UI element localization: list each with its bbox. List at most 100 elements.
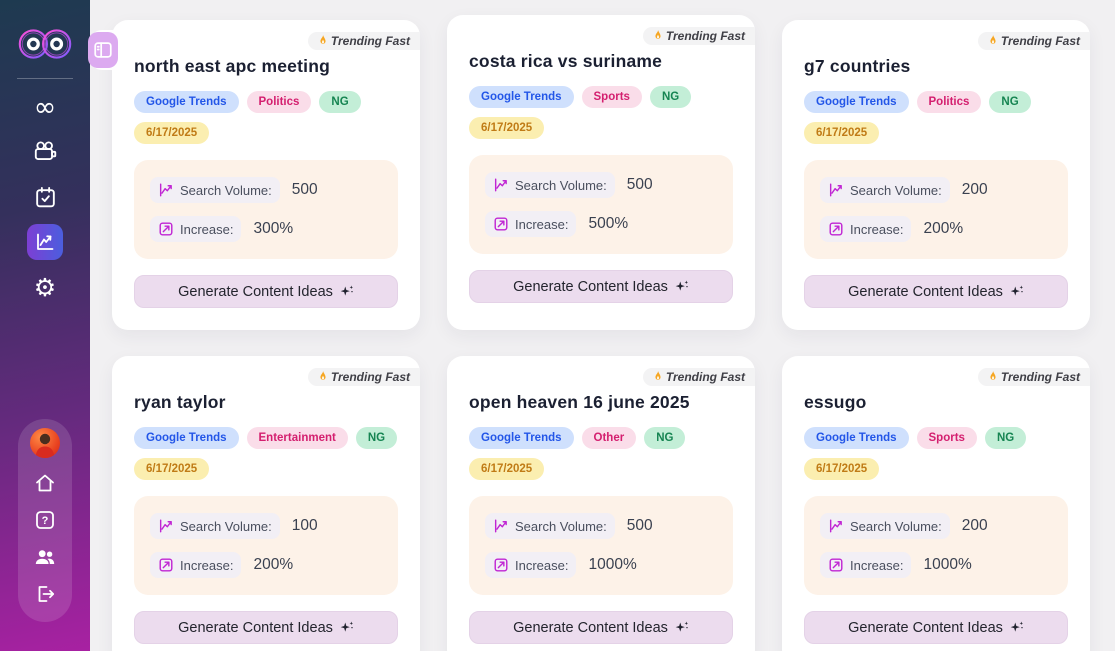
region-tag: NG xyxy=(649,86,692,108)
increase-value: 300% xyxy=(253,220,294,237)
search-volume-label: Search Volume: xyxy=(820,177,950,203)
card-title: open heaven 16 june 2025 xyxy=(469,392,690,412)
trend-card: Trending Fast open heaven 16 june 2025 G… xyxy=(447,356,755,651)
sparkle-icon xyxy=(340,285,353,296)
search-volume-label: Search Volume: xyxy=(820,513,950,539)
increase-row: Increase: 300% xyxy=(150,216,382,242)
region-tag: NG xyxy=(984,427,1027,449)
trending-badge: Trending Fast xyxy=(307,32,420,50)
trending-badge-label: Trending Fast xyxy=(1000,34,1080,48)
date-tag: 6/17/2025 xyxy=(804,122,880,144)
stats-box: Search Volume: 500 Increase: 1000% xyxy=(469,496,733,595)
trending-badge: Trending Fast xyxy=(977,32,1090,50)
calendar-check-icon xyxy=(35,186,55,207)
cards-grid: Trending Fast north east apc meeting Goo… xyxy=(112,15,1092,651)
flame-icon xyxy=(655,371,661,380)
generate-content-ideas-button[interactable]: Generate Content Ideas xyxy=(134,611,398,644)
search-volume-row: Search Volume: 100 xyxy=(150,513,382,539)
svg-text:?: ? xyxy=(42,515,49,527)
sparkle-icon xyxy=(675,280,688,291)
home-icon[interactable] xyxy=(33,471,57,495)
search-volume-label: Search Volume: xyxy=(485,513,615,539)
category-tag: Politics xyxy=(246,91,312,113)
trend-card: Trending Fast north east apc meeting Goo… xyxy=(112,20,420,330)
trend-card: Trending Fast ryan taylor Google Trends … xyxy=(112,356,420,651)
sidebar-panel-icon xyxy=(94,42,112,58)
source-tag: Google Trends xyxy=(469,427,574,449)
help-icon[interactable]: ? xyxy=(33,508,57,532)
increase-label: Increase: xyxy=(485,552,577,578)
sidebar-item-calendar[interactable] xyxy=(27,179,63,215)
search-volume-label: Search Volume: xyxy=(485,172,615,198)
flame-icon xyxy=(655,30,661,39)
logout-icon[interactable] xyxy=(33,582,57,606)
search-volume-row: Search Volume: 500 xyxy=(150,177,382,203)
chart-line-icon xyxy=(829,183,842,197)
source-tag: Google Trends xyxy=(804,91,909,113)
search-volume-value: 100 xyxy=(291,517,318,534)
search-volume-label: Search Volume: xyxy=(150,513,280,539)
increase-row: Increase: 500% xyxy=(485,211,717,237)
date-tag: 6/17/2025 xyxy=(134,458,210,480)
stats-box: Search Volume: 200 Increase: 1000% xyxy=(804,496,1068,595)
user-avatar[interactable] xyxy=(30,428,60,458)
search-volume-row: Search Volume: 200 xyxy=(820,513,1052,539)
trending-badge-label: Trending Fast xyxy=(330,370,410,384)
sidebar-item-settings[interactable]: ⚙ xyxy=(27,269,63,305)
trending-badge: Trending Fast xyxy=(642,27,755,45)
source-tag: Google Trends xyxy=(469,86,574,108)
region-tag: NG xyxy=(355,427,398,449)
chart-line-icon xyxy=(159,519,172,533)
sidebar-toggle-button[interactable] xyxy=(88,32,118,68)
card-title: essugo xyxy=(804,392,867,412)
analytics-chart-icon xyxy=(37,233,54,250)
search-volume-value: 500 xyxy=(626,176,653,193)
increase-row: Increase: 200% xyxy=(820,216,1052,242)
region-tag: NG xyxy=(319,91,361,113)
trending-badge-label: Trending Fast xyxy=(1000,370,1080,384)
category-tag: Politics xyxy=(916,91,982,113)
infinity-icon: ∞ xyxy=(33,91,57,123)
card-title: g7 countries xyxy=(804,56,911,76)
arrow-up-right-icon xyxy=(494,217,508,231)
trending-badge: Trending Fast xyxy=(977,368,1090,386)
sidebar-nav: ∞ ⚙ xyxy=(27,89,63,305)
sparkle-icon xyxy=(675,621,688,632)
trending-badge-label: Trending Fast xyxy=(330,34,410,48)
increase-label: Increase: xyxy=(820,216,912,242)
sidebar-divider xyxy=(17,78,73,79)
tag-list: Google Trends Entertainment NG 6/17/2025 xyxy=(134,427,398,480)
generate-content-ideas-button[interactable]: Generate Content Ideas xyxy=(134,275,398,308)
card-title: ryan taylor xyxy=(134,392,226,412)
increase-row: Increase: 1000% xyxy=(485,552,717,578)
date-tag: 6/17/2025 xyxy=(469,458,545,480)
trend-card: Trending Fast g7 countries Google Trends… xyxy=(782,20,1090,330)
generate-content-ideas-button[interactable]: Generate Content Ideas xyxy=(469,270,733,303)
increase-label: Increase: xyxy=(485,211,577,237)
date-tag: 6/17/2025 xyxy=(804,458,880,480)
tag-list: Google Trends Politics NG 6/17/2025 xyxy=(134,91,398,144)
category-tag: Entertainment xyxy=(246,427,348,449)
category-tag: Other xyxy=(581,427,637,449)
users-icon[interactable] xyxy=(33,545,57,569)
sparkle-icon xyxy=(1010,621,1023,632)
arrow-up-right-icon xyxy=(159,558,173,572)
trend-card: Trending Fast costa rica vs suriname Goo… xyxy=(447,15,755,330)
source-tag: Google Trends xyxy=(134,427,239,449)
sidebar-item-videos[interactable] xyxy=(27,134,63,170)
settings-gear-icon: ⚙ xyxy=(33,272,57,302)
region-tag: NG xyxy=(644,427,686,449)
trending-badge: Trending Fast xyxy=(307,368,420,386)
trending-badge-label: Trending Fast xyxy=(665,29,745,43)
stats-box: Search Volume: 100 Increase: 200% xyxy=(134,496,398,595)
sparkle-icon xyxy=(1010,285,1023,296)
category-tag: Sports xyxy=(581,86,642,108)
increase-label: Increase: xyxy=(820,552,912,578)
sidebar-item-infinity[interactable]: ∞ xyxy=(27,89,63,125)
generate-content-ideas-button[interactable]: Generate Content Ideas xyxy=(804,275,1068,308)
flame-icon xyxy=(320,35,326,44)
generate-content-ideas-button[interactable]: Generate Content Ideas xyxy=(469,611,733,644)
sidebar-item-trends[interactable] xyxy=(27,224,63,260)
generate-content-ideas-button[interactable]: Generate Content Ideas xyxy=(804,611,1068,644)
increase-row: Increase: 1000% xyxy=(820,552,1052,578)
